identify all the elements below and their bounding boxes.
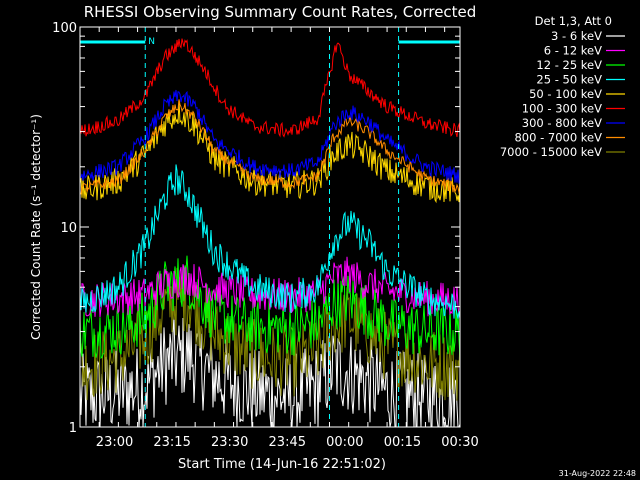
legend-label: 7000 - 15000 keV [500, 145, 602, 159]
y-tick-label: 100 [52, 21, 77, 36]
x-tick-label: 23:15 [153, 435, 190, 450]
legend-label: 3 - 6 keV [551, 29, 602, 43]
series-line-800to7000kev [80, 99, 460, 195]
series-line-25to50kev [80, 164, 460, 319]
series-group [80, 38, 460, 427]
series-line-12to25kev [80, 255, 460, 359]
x-tick-label: 00:30 [441, 435, 478, 450]
y-tick-label: 1 [69, 421, 77, 436]
series-line-6to12kev [80, 256, 460, 319]
axes: 1 10 100 23:00 23:15 23:30 23:45 00:00 00:15 00:3… [52, 21, 479, 450]
legend-label: 300 - 800 keV [522, 116, 602, 130]
legend-label: 100 - 300 keV [522, 102, 602, 116]
legend-label: 800 - 7000 keV [514, 131, 602, 145]
series-line-300to800kev [80, 89, 460, 184]
timestamp: 31-Aug-2022 22:48 [559, 469, 636, 478]
x-tick-label: 00:00 [326, 435, 363, 450]
series-line-3to6kev [80, 315, 460, 427]
series-line-100to300kev [80, 38, 460, 138]
x-tick-label: 23:00 [96, 435, 133, 450]
legend-label: 25 - 50 keV [536, 73, 602, 87]
legend-header: Det 1,3, Att 0 [535, 14, 612, 28]
legend-label: 6 - 12 keV [544, 44, 602, 58]
legend-label: 12 - 25 keV [536, 58, 602, 72]
chart-title: RHESSI Observing Summary Count Rates, Co… [84, 3, 477, 21]
legend-label: 50 - 100 keV [529, 87, 602, 101]
night-marker-label: N [148, 37, 155, 47]
x-tick-label: 23:30 [211, 435, 248, 450]
y-tick-label: 10 [60, 221, 77, 236]
x-axis-label: Start Time (14-Jun-16 22:51:02) [178, 457, 386, 472]
x-tick-label: 23:45 [269, 435, 306, 450]
x-tick-label: 00:15 [384, 435, 421, 450]
y-axis-label: Corrected Count Rate (s⁻¹ detector⁻¹) [29, 114, 43, 340]
